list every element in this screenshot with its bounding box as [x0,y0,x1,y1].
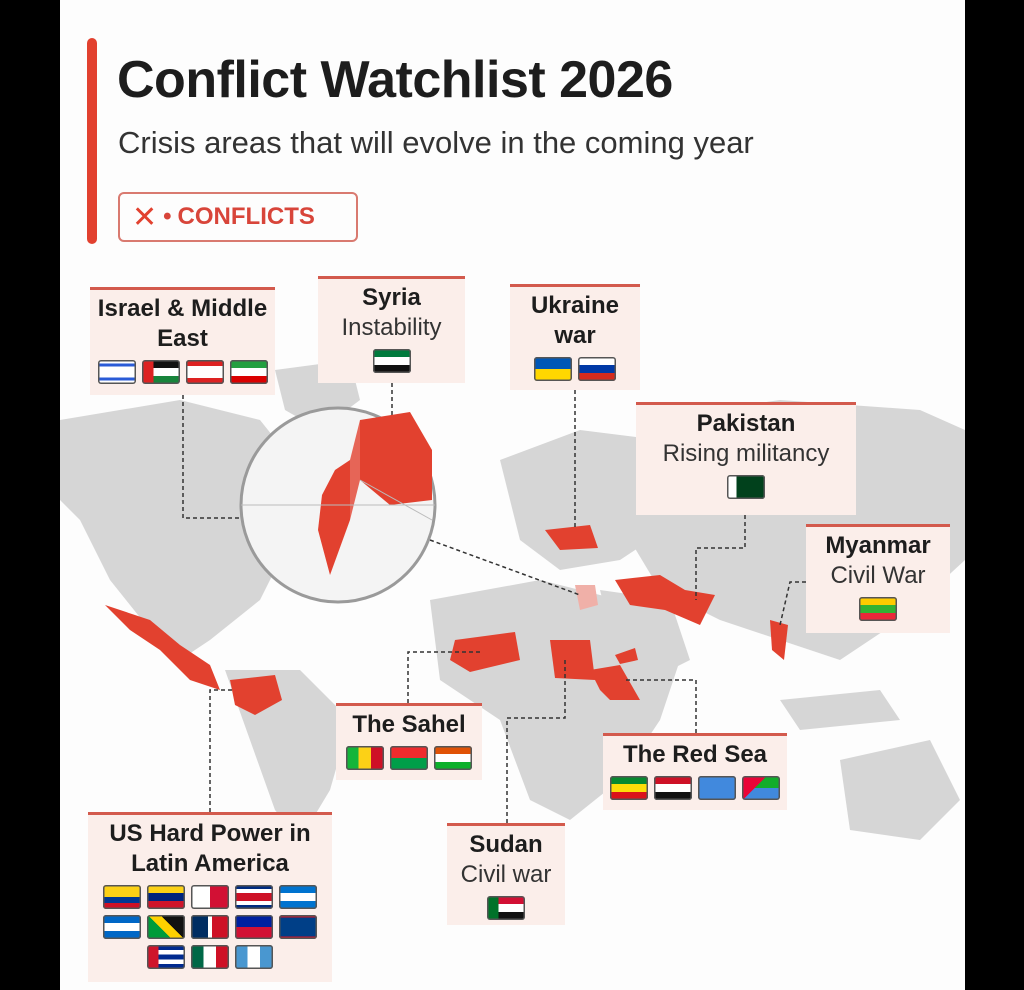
flag-niger-icon [434,746,472,770]
region-title: Sudan [469,831,543,858]
indonesia [780,690,900,730]
flag-panama-icon [191,885,229,909]
region-label-syria: Syria Instability [318,276,465,383]
region-title: Syria [362,284,421,311]
region-title: Pakistan [696,410,796,437]
region-title: Myanmar [825,532,931,559]
region-title: US Hard Power in Latin America [109,820,311,877]
flag-cuba-icon [147,945,185,969]
region-title: The Sahel [352,711,466,738]
region-label-sudan: Sudan Civil war [447,823,565,925]
flag-honduras-icon [279,885,317,909]
flag-row [336,746,482,770]
flag-belize-icon [279,915,317,939]
flag-ethiopia-icon [610,776,648,800]
flag-row [447,896,565,920]
region-subtitle: Instability [341,314,442,341]
flag-row [603,776,787,800]
region-label-israel-middle-east: Israel & Middle East [90,287,275,395]
flag-row [88,885,332,969]
flag-guatemala-icon [235,945,273,969]
flag-sudan-icon [487,896,525,920]
flag-row [636,475,856,499]
region-label-ukraine: Ukraine war [510,284,640,390]
flag-row [318,349,465,373]
area-sudan [550,640,595,680]
region-subtitle: Civil War [830,562,926,589]
area-venezuela-colombia [230,675,282,715]
region-title: Israel & Middle East [97,295,268,352]
north-america [60,400,300,660]
area-ukraine [545,525,598,550]
region-label-us-latin-america: US Hard Power in Latin America [88,812,332,982]
area-myanmar [770,620,788,660]
area-horn-yemen [590,648,640,700]
area-syria-small [575,585,598,610]
flag-lebanon-icon [185,360,224,384]
area-iran-pakistan [615,575,715,625]
region-title: The Red Sea [622,741,768,768]
flag-costa-rica-icon [235,885,273,909]
flag-myanmar-icon [859,597,897,621]
flag-dominican-republic-icon [191,915,229,939]
flag-iran-icon [229,360,268,384]
region-subtitle: Civil war [460,861,552,888]
page-title: Conflict Watchlist 2026 [117,51,673,109]
arabia [600,590,690,680]
flag-jamaica-icon [147,915,185,939]
flag-eritrea-icon [742,776,780,800]
flag-colombia-icon [103,885,141,909]
flag-pakistan-icon [727,475,765,499]
flag-nicaragua-icon [103,915,141,939]
leader-lines [182,383,806,823]
conflict-areas [105,525,788,715]
region-label-red-sea: The Red Sea [603,733,787,810]
australia [840,740,960,840]
infographic: Conflict Watchlist 2026 Crisis areas tha… [60,0,965,990]
crossed-swords-icon: ✕ [132,200,158,234]
accent-bar [87,38,97,244]
flag-mexico-icon [191,945,229,969]
flag-row [90,360,275,384]
legend-separator: • [163,203,172,230]
flag-israel-icon [97,360,136,384]
region-subtitle: Rising militancy [662,440,830,467]
flag-row [806,597,950,621]
flag-row [510,357,640,381]
flag-syria-icon [372,349,411,373]
flag-ukraine-icon [534,357,572,381]
flag-palestine-icon [141,360,180,384]
region-label-pakistan: Pakistan Rising militancy [636,402,856,515]
region-label-myanmar: Myanmar Civil War [806,524,950,633]
region-title: Ukraine war [530,292,620,349]
magnifier-inset [239,406,437,604]
flag-yemen-icon [654,776,692,800]
legend-label: CONFLICTS [177,203,315,230]
flag-russia-icon [578,357,616,381]
area-mexico-central-america [105,605,220,690]
flag-burkina-faso-icon [390,746,428,770]
area-sahel [450,632,520,672]
flag-somalia-icon [698,776,736,800]
flag-haiti-icon [235,915,273,939]
flag-mali-icon [346,746,384,770]
flag-venezuela-icon [147,885,185,909]
page-subtitle: Crisis areas that will evolve in the com… [118,125,754,160]
legend: ✕ • CONFLICTS [118,192,358,242]
region-label-sahel: The Sahel [336,703,482,780]
